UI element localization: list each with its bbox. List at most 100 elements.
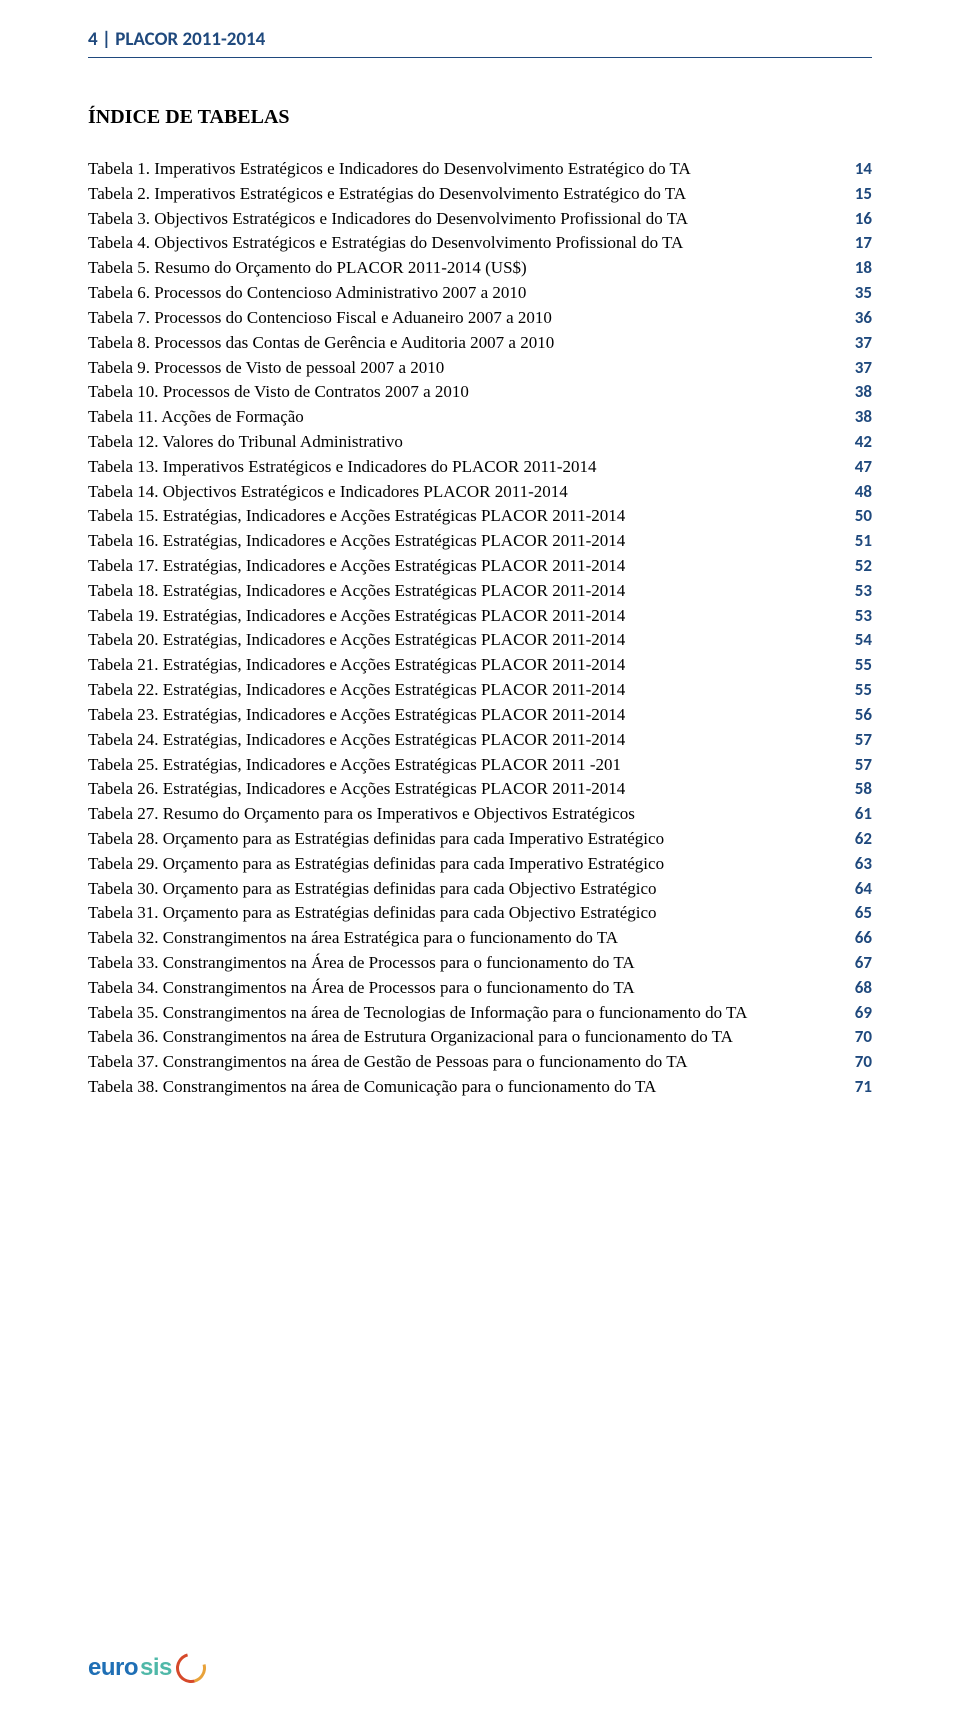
toc-entry: Tabela 11. Acções de Formação38 bbox=[88, 405, 872, 430]
toc-entry: Tabela 32. Constrangimentos na área Estr… bbox=[88, 926, 872, 951]
toc-entry-text: Tabela 29. Orçamento para as Estratégias… bbox=[88, 852, 855, 877]
toc-entry-page: 52 bbox=[855, 554, 872, 579]
toc-entry-text: Tabela 19. Estratégias, Indicadores e Ac… bbox=[88, 604, 855, 629]
eurosis-logo: eurosis bbox=[88, 1653, 206, 1683]
toc-entry: Tabela 30. Orçamento para as Estratégias… bbox=[88, 877, 872, 902]
toc-entry-page: 35 bbox=[855, 281, 872, 306]
toc-entry-page: 56 bbox=[855, 703, 872, 728]
section-title: ÍNDICE DE TABELAS bbox=[88, 106, 872, 129]
toc-entry-text: Tabela 30. Orçamento para as Estratégias… bbox=[88, 877, 855, 902]
toc-entry-text: Tabela 25. Estratégias, Indicadores e Ac… bbox=[88, 753, 855, 778]
toc-entry: Tabela 28. Orçamento para as Estratégias… bbox=[88, 827, 872, 852]
toc-entry: Tabela 25. Estratégias, Indicadores e Ac… bbox=[88, 753, 872, 778]
logo-part2: sis bbox=[140, 1654, 172, 1682]
toc-entry: Tabela 8. Processos das Contas de Gerênc… bbox=[88, 331, 872, 356]
toc-entry-page: 16 bbox=[855, 207, 872, 232]
toc-entry-page: 54 bbox=[855, 628, 872, 653]
toc-entry-text: Tabela 28. Orçamento para as Estratégias… bbox=[88, 827, 855, 852]
toc-entry-page: 70 bbox=[855, 1050, 872, 1075]
toc-entry-text: Tabela 6. Processos do Contencioso Admin… bbox=[88, 281, 855, 306]
toc-entry-text: Tabela 4. Objectivos Estratégicos e Estr… bbox=[88, 231, 855, 256]
toc-entry-page: 66 bbox=[855, 926, 872, 951]
toc-entry-text: Tabela 38. Constrangimentos na área de C… bbox=[88, 1075, 855, 1100]
toc-entry-page: 57 bbox=[855, 728, 872, 753]
toc-entry: Tabela 24. Estratégias, Indicadores e Ac… bbox=[88, 728, 872, 753]
toc-entry: Tabela 17. Estratégias, Indicadores e Ac… bbox=[88, 554, 872, 579]
toc-entry: Tabela 2. Imperativos Estratégicos e Est… bbox=[88, 182, 872, 207]
toc-entry-text: Tabela 34. Constrangimentos na Área de P… bbox=[88, 976, 855, 1001]
toc-entry-page: 68 bbox=[855, 976, 872, 1001]
toc-entry: Tabela 19. Estratégias, Indicadores e Ac… bbox=[88, 604, 872, 629]
toc-entry-page: 61 bbox=[855, 802, 872, 827]
toc-entry: Tabela 35. Constrangimentos na área de T… bbox=[88, 1001, 872, 1026]
toc-entry-page: 47 bbox=[855, 455, 872, 480]
toc-entry: Tabela 31. Orçamento para as Estratégias… bbox=[88, 901, 872, 926]
toc-entry-text: Tabela 2. Imperativos Estratégicos e Est… bbox=[88, 182, 855, 207]
toc-entry: Tabela 18. Estratégias, Indicadores e Ac… bbox=[88, 579, 872, 604]
toc-entry-page: 70 bbox=[855, 1025, 872, 1050]
toc-entry-text: Tabela 27. Resumo do Orçamento para os I… bbox=[88, 802, 855, 827]
toc-entry: Tabela 13. Imperativos Estratégicos e In… bbox=[88, 455, 872, 480]
toc-entry: Tabela 3. Objectivos Estratégicos e Indi… bbox=[88, 207, 872, 232]
toc-entry: Tabela 29. Orçamento para as Estratégias… bbox=[88, 852, 872, 877]
toc-entry: Tabela 7. Processos do Contencioso Fisca… bbox=[88, 306, 872, 331]
toc-entry-text: Tabela 37. Constrangimentos na área de G… bbox=[88, 1050, 855, 1075]
toc-entry-page: 62 bbox=[855, 827, 872, 852]
toc-entry-page: 55 bbox=[855, 678, 872, 703]
toc-entry-page: 15 bbox=[855, 182, 872, 207]
toc-entry-page: 65 bbox=[855, 901, 872, 926]
toc-entry: Tabela 26. Estratégias, Indicadores e Ac… bbox=[88, 777, 872, 802]
toc-entry-text: Tabela 12. Valores do Tribunal Administr… bbox=[88, 430, 855, 455]
toc-entry-page: 53 bbox=[855, 579, 872, 604]
toc-entry: Tabela 20. Estratégias, Indicadores e Ac… bbox=[88, 628, 872, 653]
toc-entry-page: 63 bbox=[855, 852, 872, 877]
toc-entry-page: 14 bbox=[855, 157, 872, 182]
toc-entry-page: 71 bbox=[855, 1075, 872, 1100]
toc-entry: Tabela 4. Objectivos Estratégicos e Estr… bbox=[88, 231, 872, 256]
toc-entry: Tabela 22. Estratégias, Indicadores e Ac… bbox=[88, 678, 872, 703]
toc-entry-text: Tabela 23. Estratégias, Indicadores e Ac… bbox=[88, 703, 855, 728]
toc-entry-text: Tabela 17. Estratégias, Indicadores e Ac… bbox=[88, 554, 855, 579]
toc-entry-page: 42 bbox=[855, 430, 872, 455]
toc-entry-text: Tabela 9. Processos de Visto de pessoal … bbox=[88, 356, 855, 381]
toc-entry-page: 17 bbox=[855, 231, 872, 256]
toc-entry-page: 36 bbox=[855, 306, 872, 331]
toc-entry-text: Tabela 24. Estratégias, Indicadores e Ac… bbox=[88, 728, 855, 753]
toc-entry-page: 38 bbox=[855, 405, 872, 430]
toc-entry-page: 37 bbox=[855, 356, 872, 381]
toc-entry: Tabela 1. Imperativos Estratégicos e Ind… bbox=[88, 157, 872, 182]
toc-entry-page: 48 bbox=[855, 480, 872, 505]
toc-entry-text: Tabela 8. Processos das Contas de Gerênc… bbox=[88, 331, 855, 356]
toc-entry-text: Tabela 26. Estratégias, Indicadores e Ac… bbox=[88, 777, 855, 802]
toc-entry-text: Tabela 10. Processos de Visto de Contrat… bbox=[88, 380, 855, 405]
toc-entry-text: Tabela 3. Objectivos Estratégicos e Indi… bbox=[88, 207, 855, 232]
toc-entry: Tabela 27. Resumo do Orçamento para os I… bbox=[88, 802, 872, 827]
toc-entry-text: Tabela 21. Estratégias, Indicadores e Ac… bbox=[88, 653, 855, 678]
toc-entry-text: Tabela 11. Acções de Formação bbox=[88, 405, 855, 430]
toc-entry: Tabela 33. Constrangimentos na Área de P… bbox=[88, 951, 872, 976]
toc-entry: Tabela 38. Constrangimentos na área de C… bbox=[88, 1075, 872, 1100]
toc-entry-text: Tabela 36. Constrangimentos na área de E… bbox=[88, 1025, 855, 1050]
toc-entry: Tabela 10. Processos de Visto de Contrat… bbox=[88, 380, 872, 405]
page-header: 4 | PLACOR 2011-2014 bbox=[88, 28, 872, 58]
toc-entry: Tabela 34. Constrangimentos na Área de P… bbox=[88, 976, 872, 1001]
toc-entry-page: 69 bbox=[855, 1001, 872, 1026]
toc-entry-text: Tabela 32. Constrangimentos na área Estr… bbox=[88, 926, 855, 951]
toc-entry-text: Tabela 16. Estratégias, Indicadores e Ac… bbox=[88, 529, 855, 554]
toc-entry: Tabela 14. Objectivos Estratégicos e Ind… bbox=[88, 480, 872, 505]
toc-entry-text: Tabela 1. Imperativos Estratégicos e Ind… bbox=[88, 157, 855, 182]
logo-swirl-icon bbox=[170, 1648, 211, 1689]
toc-entry-page: 53 bbox=[855, 604, 872, 629]
toc-entry: Tabela 12. Valores do Tribunal Administr… bbox=[88, 430, 872, 455]
toc-entry: Tabela 5. Resumo do Orçamento do PLACOR … bbox=[88, 256, 872, 281]
toc-entry-page: 37 bbox=[855, 331, 872, 356]
toc-entry-text: Tabela 5. Resumo do Orçamento do PLACOR … bbox=[88, 256, 855, 281]
toc-entry-text: Tabela 35. Constrangimentos na área de T… bbox=[88, 1001, 855, 1026]
toc-entry-text: Tabela 31. Orçamento para as Estratégias… bbox=[88, 901, 855, 926]
toc-entry: Tabela 16. Estratégias, Indicadores e Ac… bbox=[88, 529, 872, 554]
toc-entry-page: 38 bbox=[855, 380, 872, 405]
toc-entry-text: Tabela 20. Estratégias, Indicadores e Ac… bbox=[88, 628, 855, 653]
toc-entry-page: 55 bbox=[855, 653, 872, 678]
toc-entry-text: Tabela 14. Objectivos Estratégicos e Ind… bbox=[88, 480, 855, 505]
page-header-text: 4 | PLACOR 2011-2014 bbox=[88, 28, 265, 51]
